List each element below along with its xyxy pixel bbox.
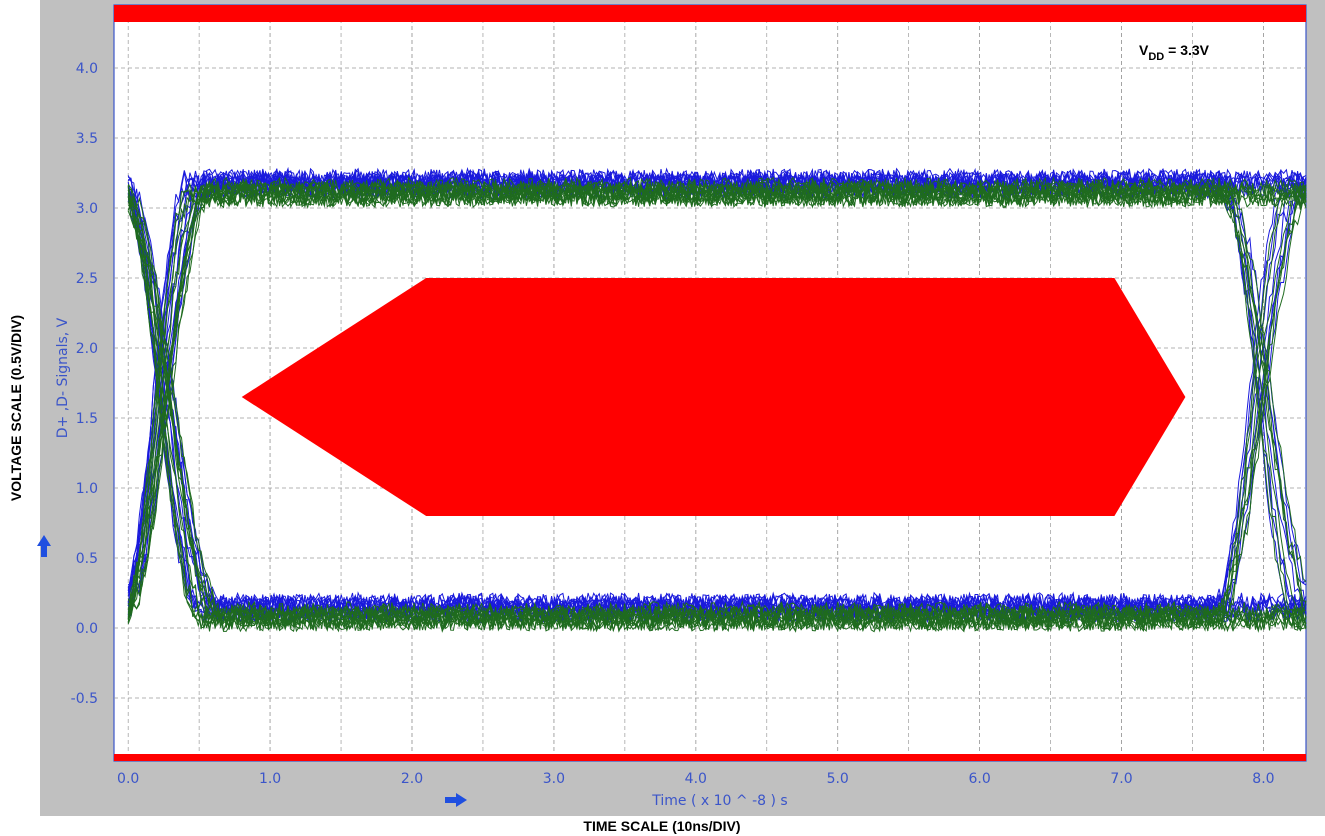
y-tick-label: 2.0: [76, 341, 98, 357]
upper-mask: [114, 5, 1306, 22]
x-tick-label: 0.0: [117, 771, 139, 787]
y-tick-label: 4.0: [76, 61, 98, 77]
vdd-annotation: VDD = 3.3V: [1139, 42, 1210, 63]
tick-labels: 0.0 1.0 2.0 3.0 4.0 5.0 6.0 7.0 8.0 4.0 3.5 3.0 2.5 2…: [71, 61, 1275, 787]
x-tick-label: 7.0: [1110, 771, 1132, 787]
outer-y-label: VOLTAGE SCALE (0.5V/DIV): [8, 315, 24, 501]
eye-mask: [114, 5, 1306, 761]
lower-mask: [114, 754, 1306, 761]
x-axis-title: Time ( x 10 ^ -8 ) s: [651, 793, 787, 809]
x-tick-label: 2.0: [401, 771, 423, 787]
y-tick-label: 0.0: [76, 621, 98, 637]
signal-trace: [127, 185, 1307, 629]
signal-trace: [127, 170, 1307, 612]
y-axis-title: D+ ,D- Signals, V: [55, 317, 71, 438]
y-tick-label: 3.0: [76, 201, 98, 217]
x-tick-label: 5.0: [827, 771, 849, 787]
signal-trace: [127, 177, 1307, 611]
y-tick-label: 3.5: [76, 131, 98, 147]
y-tick-label: 1.5: [76, 411, 98, 427]
y-tick-label: -0.5: [71, 691, 98, 707]
signal-traces: [127, 166, 1307, 633]
signal-trace: [127, 181, 1307, 613]
signal-trace: [127, 186, 1307, 629]
signal-trace: [128, 180, 1307, 629]
x-tick-label: 6.0: [968, 771, 990, 787]
center-mask: [241, 278, 1186, 516]
y-tick-label: 2.5: [76, 271, 98, 287]
y-tick-label: 1.0: [76, 481, 98, 497]
signal-trace: [127, 183, 1307, 631]
right-arrow-icon: [445, 793, 467, 807]
outer-x-label: TIME SCALE (10ns/DIV): [583, 818, 740, 834]
x-tick-label: 1.0: [259, 771, 281, 787]
y-tick-label: 0.5: [76, 551, 98, 567]
x-tick-label: 4.0: [685, 771, 707, 787]
signal-trace: [127, 179, 1307, 610]
up-arrow-icon: [37, 535, 51, 557]
x-tick-label: 3.0: [543, 771, 565, 787]
x-tick-label: 8.0: [1252, 771, 1274, 787]
